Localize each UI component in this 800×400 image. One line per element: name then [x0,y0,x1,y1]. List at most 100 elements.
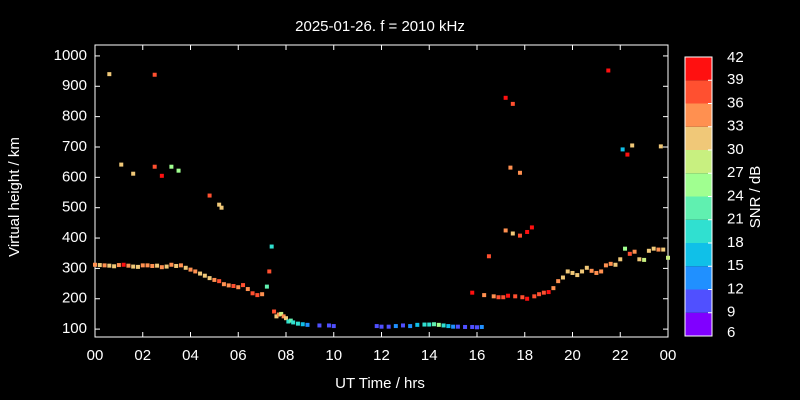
data-point [599,269,604,274]
data-point [565,269,570,274]
chart-title: 2025-01-26. f = 2010 kHz [295,18,465,35]
colorbar-tick-label: 9 [727,304,735,321]
data-point [427,322,432,327]
data-point [155,263,160,268]
data-point [97,263,102,268]
data-point [441,323,446,328]
data-point [150,263,155,268]
data-point [219,205,224,210]
y-tick-label: 200 [62,290,87,307]
data-point [603,263,608,268]
data-point [646,248,651,253]
data-point [503,95,508,100]
x-tick-label: 16 [469,347,486,364]
data-point [250,291,255,296]
data-point [525,296,530,301]
data-point [541,290,546,295]
data-point [112,264,117,269]
data-point [145,263,150,268]
data-point [666,255,670,260]
data-point [217,202,222,207]
data-point [551,286,556,291]
x-tick-label: 10 [325,347,342,364]
data-point [627,251,632,256]
data-point [93,262,97,267]
data-point [594,270,599,275]
data-point [525,229,530,234]
data-point [169,164,174,169]
x-tick-label: 00 [660,347,677,364]
data-point [546,290,551,295]
data-point [510,231,515,236]
data-point [463,324,468,329]
colorbar-cell [685,173,712,197]
colorbar-cell [685,103,712,127]
data-point [126,263,131,268]
data-point [584,265,589,270]
data-point [529,225,534,230]
colorbar-tick-label: 24 [727,187,744,204]
data-point [159,265,164,270]
x-tick-label: 08 [278,347,295,364]
data-point [415,322,420,327]
data-point [169,262,174,267]
data-point [317,323,322,328]
colorbar-cell [685,150,712,174]
data-point [107,72,112,77]
colorbar-tick-label: 33 [727,118,744,135]
data-point [513,294,518,299]
data-point [236,285,241,290]
colorbar-tick-label: 39 [727,71,744,88]
y-tick-label: 900 [62,77,87,94]
colorbar-tick-label: 12 [727,280,744,297]
data-point [202,273,207,278]
data-point [446,324,451,329]
data-point [656,247,661,252]
y-tick-label: 600 [62,168,87,185]
data-point [479,324,484,329]
data-point [331,324,336,329]
colorbar-tick-label: 21 [727,211,744,228]
data-point [470,324,475,329]
x-tick-label: 14 [421,347,438,364]
data-point [618,257,623,262]
data-point [470,290,475,295]
colorbar-cell [685,289,712,313]
x-tick-label: 18 [516,347,533,364]
y-tick-label: 1000 [54,47,87,64]
data-point [661,247,666,252]
data-point [217,279,222,284]
data-point [623,246,628,251]
colorbar-tick-label: 15 [727,257,744,274]
colorbar-cell [685,126,712,150]
data-point [178,263,183,268]
data-point [286,319,291,324]
data-point [207,193,212,198]
data-point [245,287,250,292]
colorbar-cell [685,219,712,243]
colorbar-label: SNR / dB [747,166,764,229]
colorbar-cell [685,243,712,267]
data-point [241,283,246,288]
data-point [131,171,136,176]
data-point [288,318,293,323]
y-tick-label: 700 [62,138,87,155]
data-point [152,72,157,77]
data-point [608,261,613,266]
data-point [207,276,212,281]
data-point [630,143,635,148]
data-point [496,295,501,300]
data-point [188,267,193,272]
data-point [520,295,525,300]
data-point [642,257,647,262]
data-point [393,324,398,329]
data-point [140,263,145,268]
data-point [625,152,630,157]
colorbar-tick-label: 18 [727,234,744,251]
data-point [326,323,331,328]
data-point [374,324,379,329]
x-tick-label: 04 [182,347,199,364]
data-point [135,264,140,269]
data-point [379,324,384,329]
